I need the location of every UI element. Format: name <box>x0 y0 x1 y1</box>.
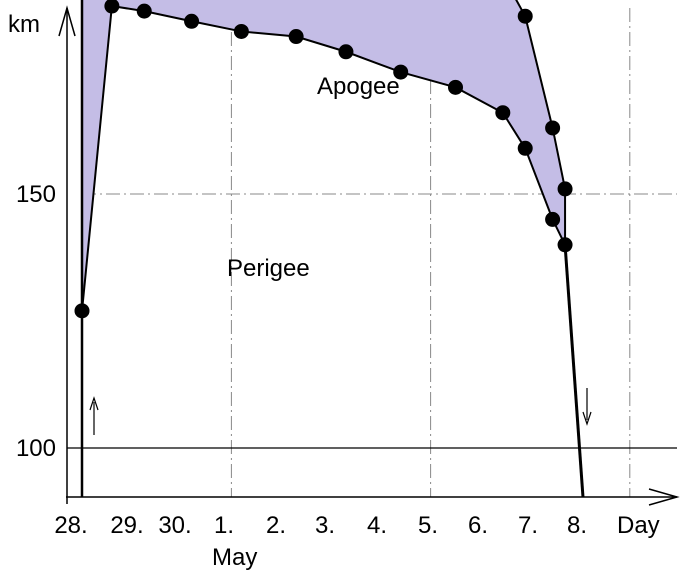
x-tick-label: 28. <box>54 512 87 539</box>
month-label: May <box>212 544 257 571</box>
axes <box>58 0 680 506</box>
data-point-apogee <box>517 8 533 24</box>
x-axis-arrow <box>648 488 680 506</box>
x-tick-label: 29. <box>110 512 143 539</box>
tick-labels: 28.29.30.1.2.3.4.5.6.7.8.100150200250 <box>16 181 587 539</box>
x-tick-label: 2. <box>266 512 286 539</box>
reentry-line <box>563 244 585 498</box>
x-axis-label: Day <box>617 512 660 539</box>
data-point-perigee <box>545 211 561 227</box>
data-point-perigee <box>288 29 304 45</box>
apogee-perigee-band <box>82 0 566 311</box>
x-tick-label: 30. <box>158 512 191 539</box>
x-tick-label: 4. <box>367 512 387 539</box>
data-point-perigee <box>104 0 120 14</box>
grid-lines <box>82 8 677 497</box>
x-tick-label: 1. <box>214 512 234 539</box>
down-arrow-icon <box>582 388 592 426</box>
x-tick-label: 6. <box>468 512 488 539</box>
y-tick-label: 100 <box>16 435 56 462</box>
data-point-apogee <box>557 181 573 197</box>
data-point-perigee <box>517 140 533 156</box>
data-points <box>74 0 592 435</box>
series-label-apogee: Apogee <box>317 73 400 100</box>
chart-labels: km Day May Apogee Perigee <box>8 11 660 571</box>
data-point-perigee <box>184 13 200 29</box>
data-point-perigee <box>338 44 354 60</box>
data-point-perigee <box>495 105 511 121</box>
data-point-perigee <box>557 237 573 253</box>
y-axis-label: km <box>8 11 40 38</box>
data-point-apogee <box>545 120 561 136</box>
x-tick-label: 8. <box>567 512 587 539</box>
x-tick-label: 7. <box>518 512 538 539</box>
y-tick-label: 150 <box>16 181 56 208</box>
data-point-perigee <box>74 303 90 319</box>
data-point-perigee <box>233 23 249 39</box>
data-point-perigee <box>448 79 463 95</box>
up-arrow-icon <box>89 396 99 435</box>
data-point-perigee <box>136 3 152 19</box>
data-point-perigee <box>393 64 409 80</box>
x-tick-label: 3. <box>315 512 335 539</box>
x-tick-label: 5. <box>418 512 438 539</box>
y-axis-arrow <box>58 5 76 37</box>
series-label-perigee: Perigee <box>227 255 310 282</box>
